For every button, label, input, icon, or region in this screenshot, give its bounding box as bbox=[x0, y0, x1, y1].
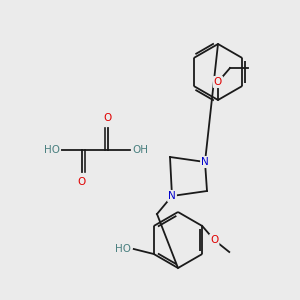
Text: OH: OH bbox=[132, 145, 148, 155]
Text: HO: HO bbox=[115, 244, 131, 254]
Text: HO: HO bbox=[44, 145, 60, 155]
Text: N: N bbox=[201, 157, 209, 167]
Text: O: O bbox=[78, 177, 86, 187]
Text: O: O bbox=[104, 113, 112, 123]
Text: O: O bbox=[210, 235, 218, 245]
Text: O: O bbox=[214, 77, 222, 87]
Text: N: N bbox=[168, 191, 176, 201]
